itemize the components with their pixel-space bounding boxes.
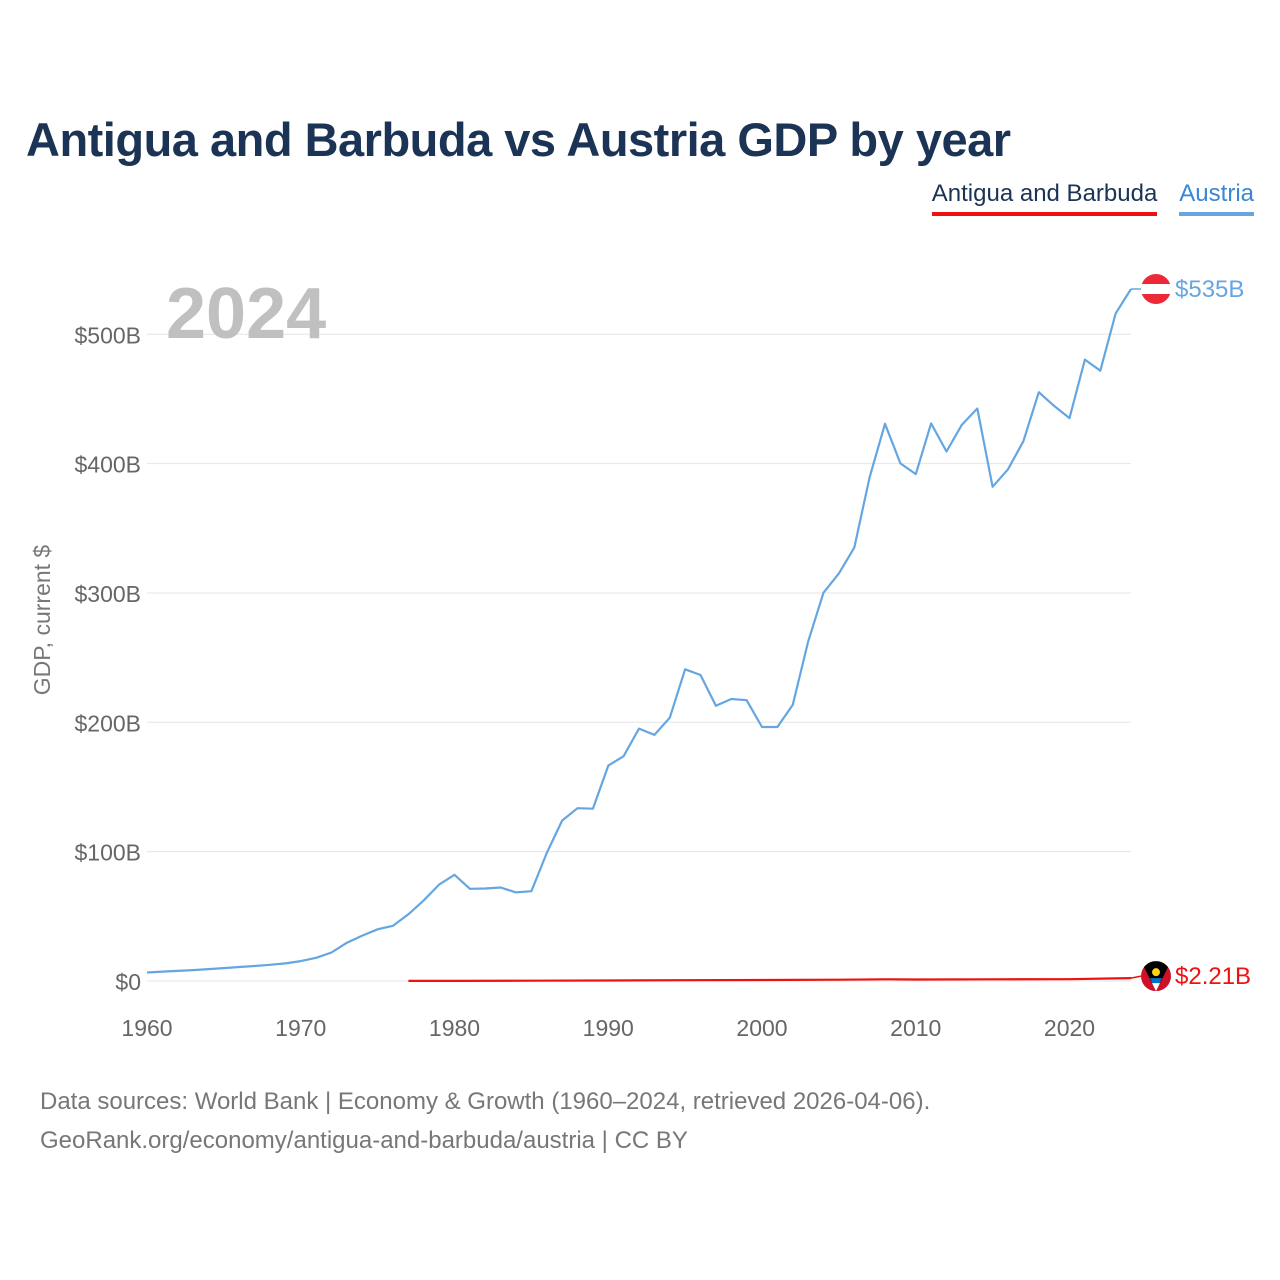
x-tick-label: 1990 [583,1015,634,1041]
antigua-connector-line [1130,975,1142,979]
chart-title: Antigua and Barbuda vs Austria GDP by ye… [26,113,1011,166]
antigua-end-label: $2.21B [1175,963,1251,990]
legend-item-austria[interactable]: Austria [1179,180,1254,216]
legend-item-antigua-and-barbuda[interactable]: Antigua and Barbuda [931,180,1158,216]
y-tick-label: $300B [74,581,141,607]
x-tick-label: 1980 [429,1015,480,1041]
x-tick-label: 1960 [121,1015,172,1041]
austria-end-label: $535B [1175,276,1244,303]
footer-sources: Data sources: World Bank | Economy & Gro… [40,1088,931,1115]
y-tick-label: $0 [115,969,141,995]
series-line-antigua-and-barbuda [408,977,1132,983]
y-tick-label: $500B [74,322,141,348]
austria-end-marker: $535B [1131,274,1244,304]
antigua-and-barbuda-flag-icon [1141,961,1171,992]
series-line-austria [146,288,1132,974]
series-lines [146,288,1132,983]
gdp-line-chart: 2024 $0 $100B $200B $300B $400B $500B 1960 197… [29,274,1251,1041]
gridlines [147,333,1131,982]
x-tick-label: 2010 [890,1015,941,1041]
y-tick-label: $200B [74,710,141,736]
x-tick-label: 2020 [1044,1015,1095,1041]
x-tick-label: 1970 [275,1015,326,1041]
y-axis-label: GDP, current $ [29,545,55,696]
year-watermark: 2024 [166,274,326,354]
x-tick-label: 2000 [736,1015,787,1041]
footer-credit: GeoRank.org/economy/antigua-and-barbuda/… [40,1127,688,1154]
footer: Data sources: World Bank | Economy & Gro… [40,1082,930,1160]
x-axis-ticks: 1960 1970 1980 1990 2000 2010 2020 [121,1015,1095,1041]
y-tick-label: $400B [74,452,141,478]
austria-flag-icon [1141,274,1171,304]
antigua-end-marker: $2.21B [1130,961,1251,992]
legend: Antigua and Barbuda Austria [931,180,1254,216]
y-tick-label: $100B [74,840,141,866]
y-axis-ticks: $0 $100B $200B $300B $400B $500B [74,322,141,995]
